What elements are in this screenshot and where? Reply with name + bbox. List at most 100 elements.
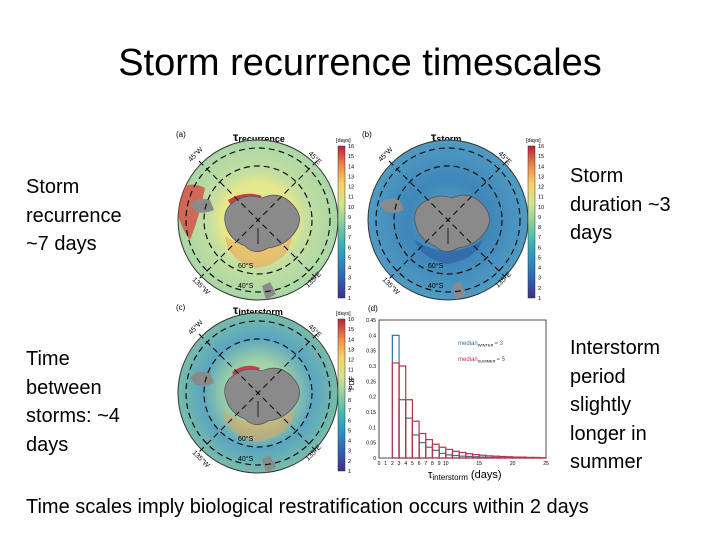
y-tick-label: 0.35 bbox=[366, 349, 376, 355]
x-tick-label: 1 bbox=[384, 461, 387, 467]
colorbar-tick: 6 bbox=[348, 418, 351, 424]
summer-bar bbox=[532, 456, 540, 459]
colorbar-tick: 12 bbox=[348, 185, 354, 191]
interstorm-period-text: Interstorm period slightly longer in sum… bbox=[570, 337, 661, 473]
summer-bar bbox=[525, 456, 534, 459]
colorbar-tick: 2 bbox=[348, 459, 351, 465]
colorbar-tick: 5 bbox=[538, 255, 541, 261]
histogram-panel-d: (d) 0 1 2 3 4 5 6 7 8 9 10 15 20 2500.050.10.150.20.2… bbox=[349, 304, 549, 482]
colorbar-tick: 9 bbox=[538, 215, 541, 221]
y-axis-label: PDF bbox=[349, 376, 356, 390]
x-tick-label: 25 bbox=[543, 461, 549, 467]
colorbar-tick: 13 bbox=[348, 174, 354, 180]
colorbar-tick: 14 bbox=[348, 337, 354, 343]
colorbar-tick: 5 bbox=[348, 255, 351, 261]
panel-b-title: τstorm bbox=[431, 130, 461, 144]
colorbar-tick: 13 bbox=[348, 347, 354, 353]
colorbar-tick: 15 bbox=[538, 154, 544, 160]
x-axis-label: τinterstorm (days) bbox=[428, 469, 501, 482]
x-tick-label: 15 bbox=[476, 461, 482, 467]
colorbar-tick: 12 bbox=[348, 358, 354, 364]
x-tick-label: 7 bbox=[424, 461, 427, 467]
histogram-ticks: 0 1 2 3 4 5 6 7 8 9 10 15 20 2500.050.10.150.20.250.3… bbox=[366, 318, 549, 467]
colorbar-tick: 8 bbox=[348, 398, 351, 404]
lon-label-nw: 45°W bbox=[187, 145, 205, 163]
south-america-land bbox=[380, 198, 404, 213]
colorbar-tick: 10 bbox=[348, 378, 354, 384]
colorbar-tick: 3 bbox=[348, 449, 351, 455]
storm-duration-text: Storm duration ~3 days bbox=[570, 165, 671, 244]
colorbar-tick: 2 bbox=[538, 286, 541, 292]
x-tick-label: 5 bbox=[411, 461, 414, 467]
colorbar-tick: 4 bbox=[348, 439, 351, 445]
colorbar-tick: 15 bbox=[348, 327, 354, 333]
colorbar-tick: 5 bbox=[348, 428, 351, 434]
latitude-circle bbox=[203, 165, 313, 275]
colorbar-tick: 12 bbox=[538, 185, 544, 191]
legend-summer: medianSUMMER= 5 bbox=[458, 357, 506, 364]
high-recurrence-region bbox=[178, 184, 205, 240]
legend-winter: medianWINTER= 3 bbox=[458, 341, 504, 348]
colorbar-tick: 10 bbox=[538, 205, 544, 211]
histogram-axes bbox=[378, 319, 547, 459]
colorbar-tick: 16 bbox=[348, 317, 354, 323]
latitude-circle bbox=[203, 338, 313, 448]
x-tick-label: 8 bbox=[431, 461, 434, 467]
map-panel-b: (b) τstorm 45°W 45°E 135°W 135°E 60°S 40… bbox=[362, 130, 529, 301]
lat-label-outer: 40°S bbox=[238, 455, 254, 463]
panel-c-title: τinterstorm bbox=[233, 303, 283, 317]
colorbar-tick: 6 bbox=[538, 245, 541, 251]
colorbar-tick: 1 bbox=[348, 296, 351, 302]
colorbar-tick: 7 bbox=[538, 235, 541, 241]
south-america-land bbox=[190, 198, 214, 213]
y-tick-label: 0.15 bbox=[366, 410, 376, 416]
colorbar-unit: [days] bbox=[526, 138, 541, 144]
colorbar-tick: 1 bbox=[348, 469, 351, 475]
y-tick-label: 0.4 bbox=[369, 333, 376, 339]
time-between-storms-text: Time between storms: ~4 days bbox=[26, 348, 120, 456]
summer-bar bbox=[518, 456, 527, 459]
lat-label-inner: 60°S bbox=[238, 435, 254, 443]
ring-region bbox=[225, 236, 292, 268]
colorbar-tick: 11 bbox=[348, 195, 354, 201]
map-panel-c: (c) τinterstorm 45°W 45°E 135°W 135°E 60… bbox=[176, 303, 339, 474]
histogram-bars bbox=[391, 334, 547, 459]
colorbar-unit: [days] bbox=[336, 138, 351, 144]
colorbar-tick: 4 bbox=[348, 266, 351, 272]
colorbar-bar bbox=[337, 318, 346, 472]
legend: medianWINTER= 3 medianSUMMER= 5 bbox=[458, 341, 506, 364]
colorbar-bar bbox=[337, 145, 346, 299]
colorbar-tick: 9 bbox=[348, 388, 351, 394]
latitude-circle bbox=[393, 165, 503, 275]
lat-label-outer: 40°S bbox=[238, 282, 254, 290]
antarctica-land bbox=[414, 194, 490, 252]
lat-label-outer: 40°S bbox=[428, 282, 444, 290]
x-tick-label: 10 bbox=[443, 461, 449, 467]
colorbar-tick: 3 bbox=[538, 276, 541, 282]
y-tick-label: 0.3 bbox=[369, 364, 376, 370]
x-tick-label: 0 bbox=[378, 461, 381, 467]
colorbar-tick: 11 bbox=[348, 368, 354, 374]
colorbar-tick: 2 bbox=[348, 286, 351, 292]
panel-a-title: τrecurrence bbox=[233, 130, 285, 144]
footer-text: Time scales imply biological restratific… bbox=[26, 496, 589, 518]
colorbar-tick: 1 bbox=[538, 296, 541, 302]
latitude-circle bbox=[185, 320, 331, 466]
storm-recurrence-text: Storm recurrence ~7 days bbox=[26, 176, 122, 255]
panel-b-letter: (b) bbox=[362, 130, 372, 139]
colorbar-tick: 8 bbox=[538, 225, 541, 231]
latitude-circle bbox=[185, 147, 331, 293]
y-tick-label: 0.25 bbox=[366, 379, 376, 385]
x-tick-label: 9 bbox=[438, 461, 441, 467]
colorbar-tick: 6 bbox=[348, 245, 351, 251]
x-tick-label: 3 bbox=[398, 461, 401, 467]
panel-c-letter: (c) bbox=[176, 303, 186, 312]
y-tick-label: 0.1 bbox=[369, 425, 376, 431]
colorbar-tick: 16 bbox=[348, 144, 354, 150]
lon-label-nw: 45°W bbox=[377, 145, 395, 163]
antarctica-land bbox=[224, 367, 300, 425]
x-tick-label: 6 bbox=[418, 461, 421, 467]
colorbar-tick: 7 bbox=[348, 408, 351, 414]
